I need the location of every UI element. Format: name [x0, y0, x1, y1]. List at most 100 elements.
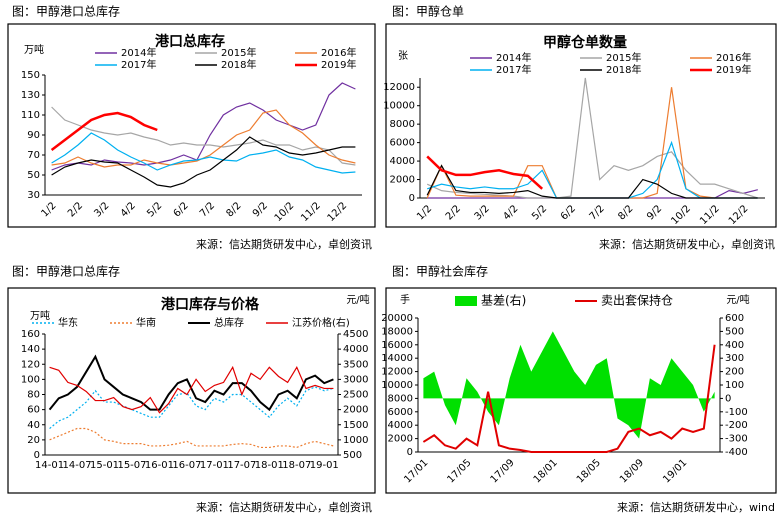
x-tick-label: 3/2 [92, 200, 111, 219]
x-tick-label: 2/2 [444, 203, 463, 222]
x-tick-label: 17/05 [445, 457, 473, 485]
x-tick-label: 14-07 [63, 460, 92, 471]
line-series [427, 140, 758, 199]
line-series [426, 87, 758, 199]
y2-tick-label: -300 [725, 434, 748, 445]
x-tick-label: 12/2 [727, 203, 751, 227]
legend-label: 卖出套保持仓 [601, 293, 673, 308]
x-tick-label: 19-01 [310, 460, 339, 471]
y-tick-label: 120 [21, 359, 40, 370]
x-tick-label: 18/09 [618, 457, 646, 485]
x-tick-label: 8/2 [224, 200, 243, 219]
x-tick-label: 16-01 [145, 460, 174, 471]
y-tick-label: 0 [409, 193, 415, 204]
panel-frame [385, 287, 777, 494]
x-tick-label: 17/01 [402, 457, 430, 485]
x-tick-label: 12/2 [326, 200, 350, 224]
y-tick-label: 12000 [383, 82, 415, 93]
line-series [426, 155, 544, 190]
x-tick-label: 16-07 [172, 460, 201, 471]
x-tick-label: 19/01 [661, 457, 689, 485]
x-tick-label: 4/2 [119, 200, 138, 219]
panel-heading: 图：甲醇仓单 [392, 4, 464, 19]
legend-label: 2017年 [496, 63, 531, 76]
y-tick-label: 100 [21, 374, 40, 385]
x-tick-label: 17-01 [200, 460, 229, 471]
line-series [51, 132, 356, 174]
legend-label: 江苏价格(右) [292, 316, 350, 329]
line-series [51, 136, 356, 188]
y-tick-label: 4000 [390, 156, 415, 167]
chart-title: 甲醇仓单数量 [543, 34, 627, 51]
y-tick-label: 2000 [388, 434, 413, 445]
line-series [426, 77, 758, 199]
y-tick-label: 90 [27, 130, 40, 141]
y-tick-label: 8000 [390, 119, 415, 130]
y-tick-label: 110 [21, 110, 40, 121]
x-tick-label: 3/2 [473, 203, 492, 222]
y2-tick-label: 500 [725, 326, 744, 337]
panel-heading: 图：甲醇港口总库存 [12, 264, 120, 279]
panel-frame [385, 23, 777, 228]
x-tick-label: 4/2 [501, 203, 520, 222]
panel-heading: 图：甲醇社会库存 [392, 264, 488, 279]
y-tick-label: 10000 [381, 380, 413, 391]
x-tick-label: 7/2 [588, 203, 607, 222]
y2-tick-label: 4500 [343, 329, 368, 340]
y-tick-label: 20 [27, 435, 40, 446]
chart-title: 港口总库存 [155, 33, 225, 50]
y2-tick-label: 200 [725, 367, 744, 378]
panel-frame [7, 287, 376, 494]
y2-tick-label: -400 [725, 447, 748, 458]
y-tick-label: 30 [27, 190, 40, 201]
line-series [49, 427, 334, 449]
line-series [48, 354, 334, 412]
x-tick-label: 2/2 [66, 200, 85, 219]
y2-tick-label: 3500 [343, 359, 368, 370]
y-tick-label: 60 [27, 405, 40, 416]
y2-tick-label: 500 [343, 450, 362, 461]
line-series [50, 111, 158, 151]
x-tick-label: 5/2 [145, 200, 164, 219]
y2-tick-label: 0 [725, 393, 731, 404]
x-tick-label: 10/2 [669, 203, 693, 227]
legend-label: 2015年 [221, 46, 256, 59]
y-tick-label: 6000 [388, 407, 413, 418]
y2-tick-label: 3000 [343, 374, 368, 385]
area-series [423, 331, 715, 439]
x-tick-label: 6/2 [559, 203, 578, 222]
y2-tick-label: 100 [725, 380, 744, 391]
y-tick-label: 12000 [381, 367, 413, 378]
x-tick-label: 17/09 [489, 457, 517, 485]
y2-tick-label: 400 [725, 340, 744, 351]
legend-label: 2019年 [321, 58, 356, 71]
y2-tick-label: 4000 [343, 344, 368, 355]
chart-title: 港口库存与价格 [161, 296, 260, 313]
y2-unit: 元/吨 [726, 293, 749, 306]
x-tick-label: 18/01 [532, 457, 560, 485]
y-tick-label: 80 [27, 390, 40, 401]
y-tick-label: 14000 [381, 353, 413, 364]
y-tick-label: 20000 [381, 313, 413, 324]
x-tick-label: 18-01 [255, 460, 284, 471]
x-tick-label: 1/2 [415, 203, 434, 222]
legend-label: 2015年 [606, 51, 641, 64]
y-tick-label: 4000 [388, 420, 413, 431]
y-tick-label: 50 [27, 170, 40, 181]
legend-label: 2014年 [496, 51, 531, 64]
legend-label: 华南 [136, 316, 156, 329]
legend-label: 2016年 [716, 51, 751, 64]
y-tick-label: 70 [27, 150, 40, 161]
y2-tick-label: 1000 [343, 435, 368, 446]
line-series [51, 106, 356, 166]
y2-tick-label: 300 [725, 353, 744, 364]
y2-tick-label: 2500 [343, 390, 368, 401]
y2-tick-label: -100 [725, 407, 748, 418]
y-tick-label: 18000 [381, 326, 413, 337]
x-tick-label: 7/2 [198, 200, 217, 219]
y-tick-label: 2000 [390, 175, 415, 186]
y-tick-label: 8000 [388, 393, 413, 404]
x-tick-label: 17-07 [227, 460, 256, 471]
legend-label: 2016年 [321, 46, 356, 59]
